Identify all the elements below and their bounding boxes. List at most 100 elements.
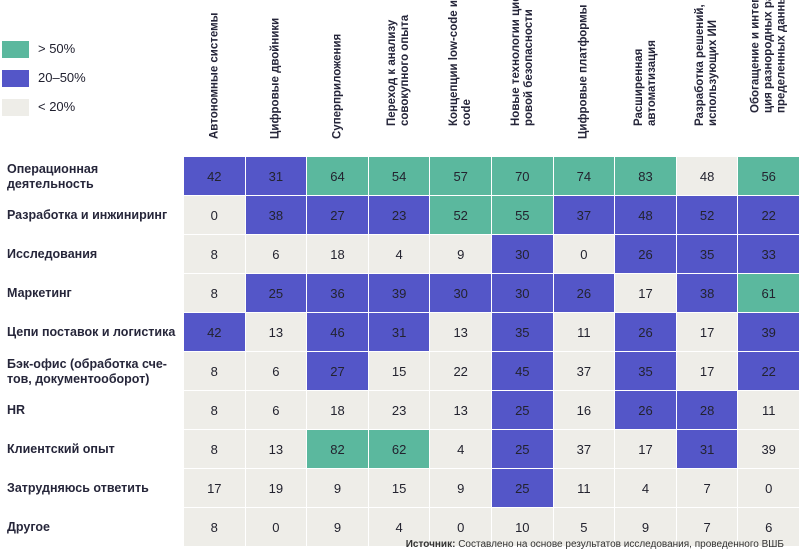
heatmap-cell: 83 (615, 157, 677, 196)
heatmap-cell: 35 (676, 235, 739, 274)
heatmap-cell: 38 (245, 196, 308, 235)
row-label: Затрудняюсь ответить (7, 481, 149, 495)
heatmap-cell: 10 (492, 508, 554, 547)
heatmap-cell: 4 (368, 508, 431, 547)
row-label: Операционная деятельность (7, 161, 99, 191)
heatmap-cell: 0 (430, 508, 492, 547)
heatmap-cell: 25 (492, 430, 554, 469)
source-label: Источник: (405, 539, 456, 550)
column-header: Суперприложения (307, 0, 368, 152)
heatmap-cell: 37 (553, 196, 616, 235)
column-header-label: Расширенная автоматизация (632, 40, 658, 126)
heatmap-cell: 22 (738, 196, 800, 235)
heatmap-cell: 25 (492, 391, 554, 430)
column-header: Обогащение и интегра-ция разнородных рас… (738, 0, 799, 152)
heatmap-cell: 15 (368, 469, 431, 508)
heatmap-cell: 9 (307, 508, 369, 547)
heatmap-cell: 13 (430, 391, 492, 430)
heatmap-cell: 27 (307, 352, 369, 391)
column-header-label: Цифровые двойники (269, 17, 282, 139)
column-header-label: Цифровые платформы (577, 4, 590, 139)
heatmap-cell: 62 (368, 430, 431, 469)
heatmap-cell: 4 (615, 469, 677, 508)
column-header-label: Новые технологии циф-ровой безопасности (509, 0, 535, 126)
heatmap-cell: 52 (430, 196, 492, 235)
heatmap-cell: 23 (368, 196, 431, 235)
row-label: Клиентский опыт (7, 442, 115, 456)
heatmap-cell: 18 (307, 391, 369, 430)
heatmap-cell: 54 (368, 157, 431, 196)
heatmap-cell: 26 (615, 313, 677, 352)
heatmap-cell: 6 (245, 235, 308, 274)
heatmap-cell: 15 (368, 352, 431, 391)
heatmap-cell: 35 (492, 313, 554, 352)
heatmap-cell: 18 (307, 235, 369, 274)
heatmap-cell: 30 (492, 235, 554, 274)
heatmap-cell: 6 (245, 352, 308, 391)
column-header: Цифровые платформы (554, 0, 615, 152)
heatmap-cell: 8 (184, 430, 246, 469)
heatmap-cell: 37 (553, 352, 616, 391)
heatmap-cell: 5 (553, 508, 616, 547)
heatmap-cell: 8 (184, 508, 246, 547)
heatmap-cell: 11 (553, 313, 616, 352)
heatmap-cell: 48 (676, 157, 739, 196)
legend-swatch (2, 99, 29, 116)
heatmap-cell: 4 (368, 235, 431, 274)
heatmap-cell: 13 (245, 430, 308, 469)
column-header: Новые технологии циф-ровой безопасности (492, 0, 553, 152)
heatmap-cell: 39 (368, 274, 431, 313)
heatmap-cell: 7 (676, 508, 739, 547)
row-label: Цепи поставок и логистика (7, 325, 176, 339)
heatmap-cell: 31 (676, 430, 739, 469)
heatmap-cell: 28 (676, 391, 739, 430)
column-header: Цифровые двойники (246, 0, 307, 152)
heatmap-cell: 46 (307, 313, 369, 352)
column-header-label: Автономные системы (208, 12, 220, 139)
heatmap-cell: 17 (676, 313, 739, 352)
heatmap-cell: 48 (615, 196, 677, 235)
heatmap-cell: 38 (676, 274, 739, 313)
heatmap-cell: 55 (492, 196, 554, 235)
heatmap-cell: 82 (307, 430, 369, 469)
legend-label: < 20% (38, 99, 76, 114)
legend-label: 20–50% (38, 70, 86, 85)
heatmap-cell: 17 (676, 352, 739, 391)
row-label: HR (7, 403, 26, 417)
heatmap-cell: 74 (553, 157, 616, 196)
heatmap-cell: 19 (245, 469, 308, 508)
heatmap-cell: 52 (676, 196, 739, 235)
column-header: Разработка решений, использующих ИИ (677, 0, 738, 152)
column-header-label: Концепции low-code и no-code (447, 0, 473, 126)
heatmap-cell: 9 (615, 508, 677, 547)
heatmap-cell: 26 (615, 235, 677, 274)
heatmap-cell: 22 (738, 352, 800, 391)
column-header: Концепции low-code и no-code (430, 0, 491, 152)
column-header: Расширенная автоматизация (615, 0, 676, 152)
column-header-label: Обогащение и интегра-ция разнородных рас… (749, 0, 788, 113)
heatmap-cell: 6 (245, 391, 308, 430)
heatmap-cell: 17 (615, 274, 677, 313)
heatmap-cell: 11 (553, 469, 616, 508)
column-header-label: Переход к анализу совокупного опыта (386, 14, 412, 126)
heatmap-cell: 8 (184, 391, 246, 430)
heatmap-cell: 45 (492, 352, 554, 391)
heatmap-cell: 30 (492, 274, 554, 313)
heatmap-cell: 25 (245, 274, 308, 313)
heatmap-cell: 42 (184, 313, 246, 352)
heatmap-cell: 64 (307, 157, 369, 196)
heatmap-cell: 13 (245, 313, 308, 352)
heatmap-cell: 22 (430, 352, 492, 391)
row-label: Разработка и инжиниринг (7, 208, 168, 222)
heatmap-cell: 36 (307, 274, 369, 313)
heatmap-cell: 31 (368, 313, 431, 352)
heatmap-cell: 61 (738, 274, 800, 313)
heatmap-cell: 9 (430, 235, 492, 274)
column-header: Переход к анализу совокупного опыта (369, 0, 430, 152)
column-header: Автономные системы (184, 0, 245, 152)
legend-swatch (2, 70, 29, 87)
heatmap-cell: 37 (553, 430, 616, 469)
heatmap-cell: 7 (676, 469, 739, 508)
column-header-label: Суперприложения (331, 33, 344, 139)
heatmap-cell: 8 (184, 352, 246, 391)
